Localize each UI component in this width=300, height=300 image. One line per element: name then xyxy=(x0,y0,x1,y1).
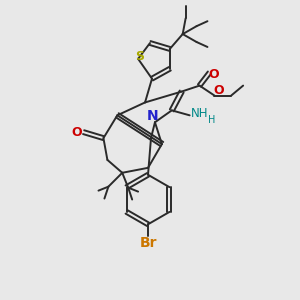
Text: O: O xyxy=(213,84,224,97)
Text: S: S xyxy=(136,50,145,63)
Text: O: O xyxy=(71,126,82,139)
Text: H: H xyxy=(208,115,215,125)
Text: NH: NH xyxy=(191,107,208,120)
Text: O: O xyxy=(208,68,219,81)
Text: Br: Br xyxy=(139,236,157,250)
Text: N: N xyxy=(147,109,159,123)
